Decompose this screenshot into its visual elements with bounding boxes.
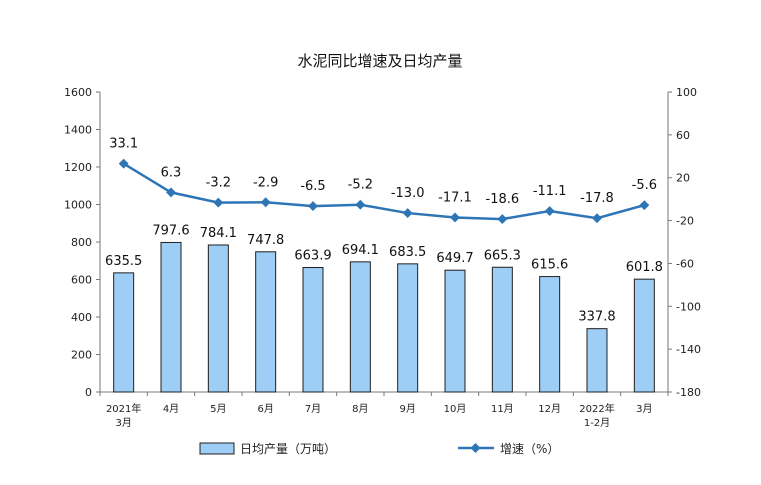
bar-series: 635.5 797.6 784.1 747.8 663.9 694.1 683.5 649.7… [105, 223, 663, 393]
line-data-label: -6.5 [300, 179, 325, 194]
left-tick-label: 1000 [64, 199, 92, 212]
x-tick-label: 2022年 [579, 402, 614, 415]
line-data-label: 6.3 [161, 165, 182, 180]
left-tick-label: 400 [71, 311, 92, 324]
line-data-label: -2.9 [253, 175, 278, 190]
x-tick-label: 8月 [352, 403, 368, 415]
line-data-label: 33.1 [109, 137, 138, 152]
x-tick-label: 1-2月 [584, 417, 610, 429]
x-tick-label: 7月 [305, 403, 321, 415]
bar-data-label: 694.1 [342, 243, 379, 258]
x-tick-label: 3月 [636, 403, 652, 415]
right-tick-label: -180 [676, 386, 701, 399]
bar-data-label: 683.5 [389, 245, 426, 260]
bar-data-label: 601.8 [626, 260, 663, 275]
left-axis: 0 200 400 600 800 1000 1200 1400 1600 [64, 86, 101, 399]
line-point [639, 200, 650, 211]
x-tick-label: 9月 [399, 403, 415, 415]
line-data-label: -17.1 [438, 190, 472, 205]
left-tick-label: 800 [71, 236, 92, 249]
line-path [123, 162, 645, 221]
line-point [402, 208, 413, 219]
x-tick-label: 2021年 [106, 402, 141, 415]
legend-bar-label: 日均产量（万吨） [240, 442, 336, 456]
bar [349, 261, 371, 393]
x-tick-label: 11月 [491, 403, 514, 415]
x-axis: 2021年 3月 4月 5月 6月 7月 8月 9月 10月 11月 12月 2022年 1-2月 3月 [99, 391, 669, 429]
bar [586, 328, 608, 393]
bar-data-label: 784.1 [200, 226, 237, 241]
line-data-label: -5.6 [632, 178, 657, 193]
right-tick-label: 20 [676, 172, 690, 185]
bar [207, 244, 229, 393]
line-point [260, 197, 271, 208]
left-tick-label: 1200 [64, 161, 92, 174]
bar [397, 263, 419, 393]
left-tick-label: 1400 [64, 124, 92, 137]
line-point [450, 212, 460, 223]
chart-title: 水泥同比增速及日均产量 [297, 52, 462, 70]
line-point [592, 213, 602, 224]
legend-bar-swatch [199, 442, 235, 455]
x-tick-label: 3月 [115, 417, 131, 429]
legend: 日均产量（万吨） 增速（%） [199, 442, 559, 456]
line-data-label: -3.2 [206, 176, 231, 191]
left-tick-label: 0 [85, 386, 92, 399]
right-tick-label: -20 [676, 215, 694, 228]
bar-data-label: 649.7 [436, 251, 473, 266]
line-point [166, 187, 176, 198]
line-data-label: -5.2 [348, 178, 373, 193]
left-tick-label: 200 [71, 349, 92, 362]
bar-data-label: 337.8 [578, 310, 615, 325]
bar [255, 251, 277, 393]
bar [633, 278, 655, 393]
bar [539, 276, 561, 393]
x-tick-label: 5月 [210, 403, 226, 415]
line-point [308, 201, 318, 212]
bar-data-label: 665.3 [484, 248, 521, 263]
right-tick-label: -140 [676, 343, 701, 356]
left-tick-label: 1600 [64, 86, 92, 99]
x-tick-label: 10月 [444, 403, 467, 415]
line-point [497, 214, 508, 225]
right-tick-label: 100 [676, 86, 697, 99]
line-data-label: -13.0 [391, 186, 425, 201]
bar-data-label: 635.5 [105, 254, 142, 269]
line-point [355, 199, 366, 210]
left-tick-label: 600 [71, 274, 92, 287]
right-tick-label: -100 [676, 300, 701, 313]
bar-data-label: 797.6 [152, 223, 189, 238]
line-data-label: -11.1 [533, 184, 567, 199]
bar [160, 241, 182, 393]
legend-line-marker [470, 443, 481, 453]
line-series: 33.1 6.3 -3.2 -2.9 -6.5 -5.2 -13.0 -17.1 -18.6 -1… [109, 137, 657, 225]
bar [444, 269, 466, 393]
bar [302, 267, 324, 393]
right-tick-label: -60 [676, 257, 694, 270]
bar-data-label: 747.8 [247, 233, 284, 248]
line-point [118, 158, 129, 169]
bar-data-label: 663.9 [294, 249, 331, 264]
x-tick-label: 12月 [538, 403, 561, 415]
right-tick-label: 60 [676, 129, 690, 142]
bar [113, 272, 135, 393]
line-point [544, 206, 555, 216]
x-tick-label: 4月 [163, 403, 179, 415]
right-axis: 100 60 20 -20 -60 -100 -140 -180 [667, 86, 701, 399]
legend-line-label: 增速（%） [500, 442, 559, 456]
line-data-label: -17.8 [580, 191, 614, 206]
line-point [213, 197, 224, 208]
x-tick-label: 6月 [257, 403, 273, 415]
bar [491, 266, 513, 393]
bar-data-label: 615.6 [531, 258, 568, 273]
line-data-label: -18.6 [486, 192, 520, 207]
